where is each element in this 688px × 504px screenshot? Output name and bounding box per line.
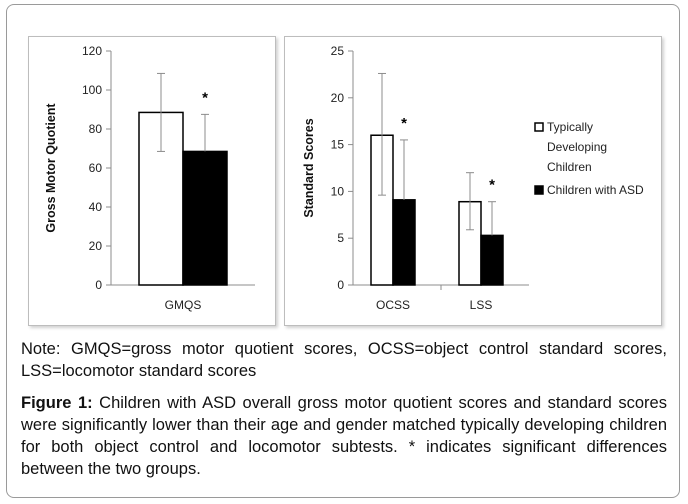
ss-y-tick-label: 0	[337, 278, 344, 292]
ss-significance-marker: *	[489, 177, 495, 194]
ss-y-tick-label: 10	[331, 184, 345, 198]
figure-caption: Figure 1: Children with ASD overall gros…	[21, 392, 667, 480]
gross-motor-chart: 0 20 40 60 80 100 120 Gross Motor Quotient * GMQS	[44, 44, 255, 312]
standard-scores-chart-panel: 0 5 10 15 20 25 Standard Scores * OCSS * LSS Typica…	[284, 36, 662, 326]
ss-y-tick-label: 5	[337, 231, 344, 245]
gmq-y-axis-label: Gross Motor Quotient	[44, 103, 58, 233]
ss-significance-marker: *	[401, 115, 407, 132]
ss-y-tick-label: 15	[331, 138, 345, 152]
ss-y-tick-label: 25	[331, 44, 345, 58]
gmq-category-label: GMQS	[165, 298, 202, 312]
ss-category-label: OCSS	[376, 298, 410, 312]
gmq-y-tick-label: 20	[89, 239, 103, 253]
gmq-y-tick-label: 60	[89, 161, 103, 175]
legend-typical-label: Typically	[547, 120, 593, 134]
legend-typical-label: Children	[547, 160, 592, 174]
ss-bar-asd-lss	[480, 234, 504, 286]
ss-y-axis-label: Standard Scores	[302, 118, 316, 217]
legend-typical-swatch	[534, 122, 544, 132]
gross-motor-chart-panel: 0 20 40 60 80 100 120 Gross Motor Quotient * GMQS	[28, 36, 276, 326]
figure-label: Figure 1:	[21, 394, 93, 412]
gmq-bar-asd-gmqs	[182, 150, 228, 286]
ss-y-tick-label: 20	[331, 91, 345, 105]
standard-scores-chart: 0 5 10 15 20 25 Standard Scores * OCSS * LSS Typica…	[302, 44, 644, 312]
gmq-y-tick-label: 100	[82, 83, 102, 97]
legend-typical-label: Developing	[547, 140, 607, 154]
ss-bar-asd-ocss	[392, 199, 416, 286]
gmq-y-tick-label: 80	[89, 122, 103, 136]
figure-note: Note: GMQS=gross motor quotient scores, …	[21, 340, 667, 380]
figure-caption-text: Children with ASD overall gross motor qu…	[21, 394, 667, 478]
legend-asd-label: Children with ASD	[547, 183, 644, 197]
gmq-y-tick-label: 120	[82, 44, 102, 58]
legend-asd-swatch	[534, 185, 544, 195]
gmq-y-tick-label: 40	[89, 200, 103, 214]
gmq-significance-marker: *	[202, 89, 208, 106]
gmq-y-tick-label: 0	[95, 278, 102, 292]
ss-category-label: LSS	[470, 298, 493, 312]
